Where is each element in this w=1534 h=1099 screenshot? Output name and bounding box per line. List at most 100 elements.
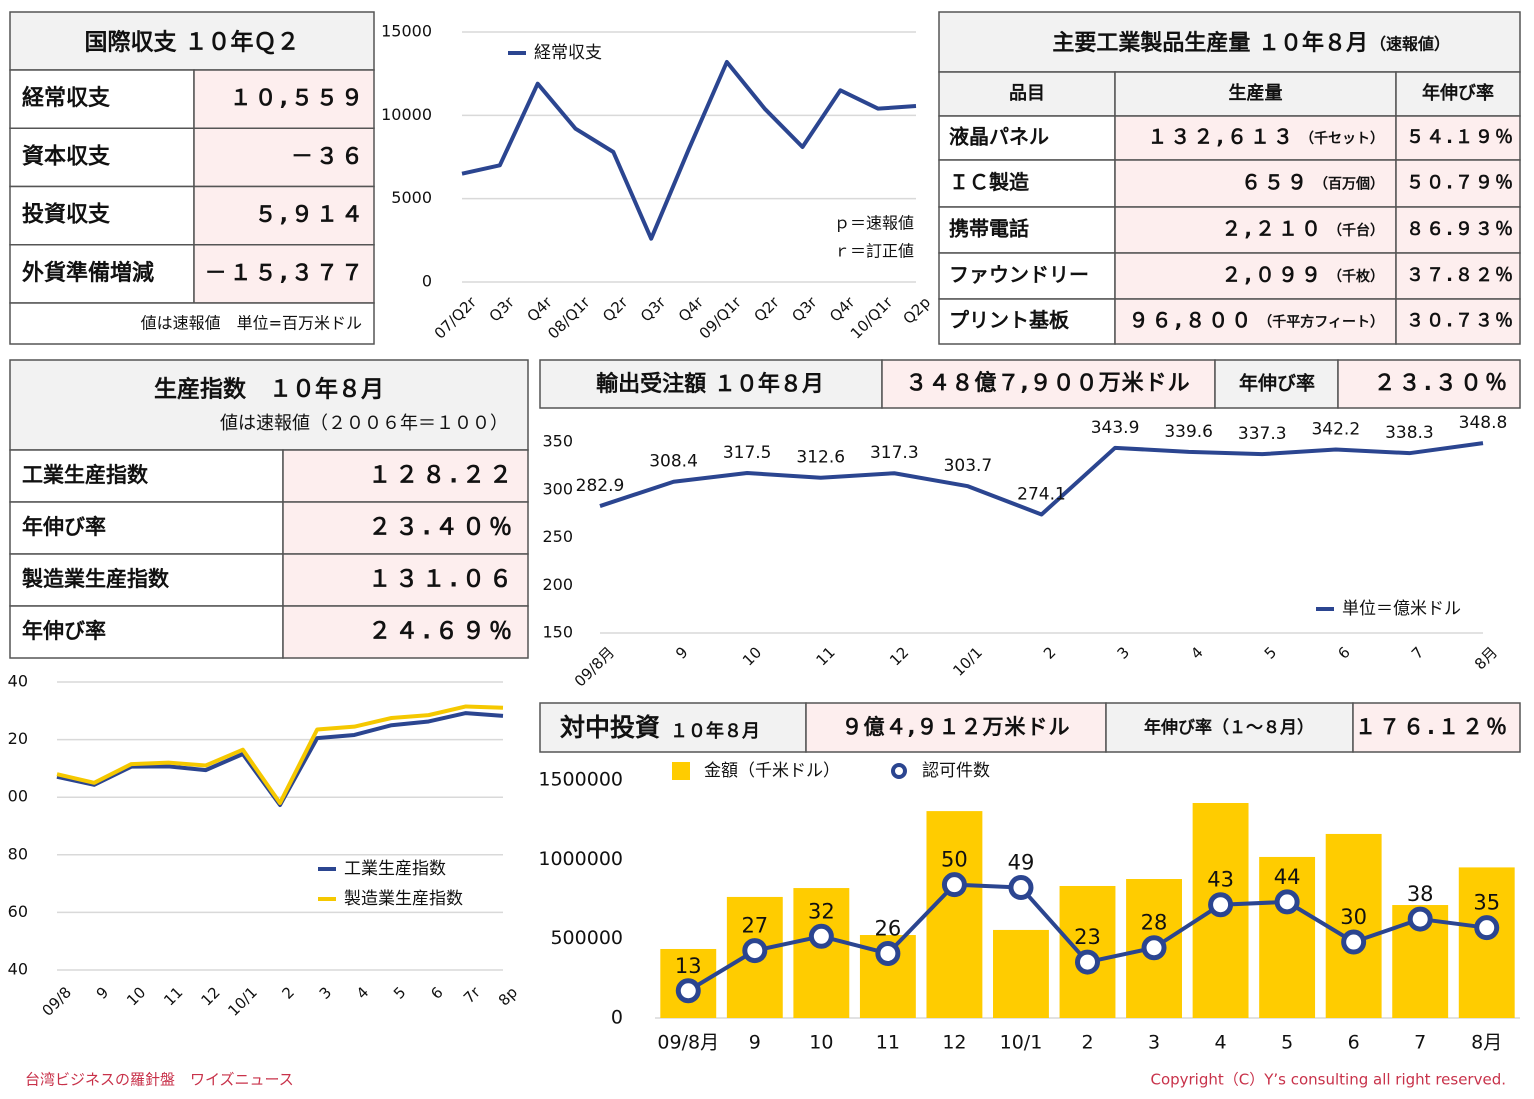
x-tick-label: 9	[749, 1032, 761, 1054]
table-cell	[1395, 252, 1521, 300]
table-cell	[539, 359, 883, 409]
table-cell	[938, 298, 1116, 345]
table-note: 値は速報値（２００６年＝１００）	[220, 413, 508, 434]
data-label: 342.2	[1311, 419, 1360, 439]
data-label: 30	[1340, 905, 1367, 929]
point-marker	[1474, 915, 1500, 941]
x-tick-label: 4	[353, 983, 372, 1002]
row-value: ２,２１０	[1221, 217, 1324, 241]
table-cell	[282, 605, 529, 659]
row-label: 製造業生産指数	[21, 567, 170, 591]
y-tick-label: 150	[542, 623, 573, 642]
table-cell	[1114, 252, 1397, 300]
x-tick-label: 11	[160, 983, 186, 1009]
x-tick-label: 7	[1414, 1032, 1426, 1054]
y-tick-label: 250	[542, 527, 573, 546]
y-tick-label: 200	[542, 575, 573, 594]
header-title: 対中投資	[560, 713, 660, 742]
x-tick-label: 11	[813, 643, 839, 669]
x-tick-label: 5	[1261, 643, 1280, 662]
table-cell	[1352, 702, 1521, 753]
data-label: 343.9	[1091, 418, 1140, 438]
table-cell	[1395, 71, 1521, 117]
point-marker	[941, 872, 967, 898]
row-value: ９６,８００	[1129, 308, 1255, 332]
x-tick-label: 8p	[495, 983, 521, 1009]
x-tick-label: 09/8月	[657, 1032, 719, 1054]
y-tick-label: 5000	[391, 188, 432, 207]
x-tick-label: Q4r	[523, 293, 556, 326]
x-tick-label: 10	[739, 643, 765, 669]
data-label: 23	[1074, 925, 1101, 949]
table-cell	[1114, 298, 1397, 345]
data-label: 38	[1407, 882, 1434, 906]
row-growth: ３７.８２％	[1406, 265, 1515, 286]
row-growth: ３０.７３％	[1406, 311, 1515, 332]
row-label: 外貨準備増減	[22, 260, 154, 286]
table-cell	[1214, 359, 1339, 409]
row-value: １２８.２２	[368, 463, 516, 489]
header-growth: ２３.３０％	[1374, 371, 1510, 396]
x-tick-label: 6	[1334, 643, 1353, 662]
data-label: 348.8	[1459, 413, 1508, 433]
row-value: １０,５５９	[230, 86, 366, 111]
row-unit: （千平方フィート）	[1258, 314, 1384, 331]
data-label: 312.6	[796, 448, 845, 468]
data-label: 43	[1207, 868, 1234, 892]
bar	[1259, 856, 1316, 1018]
legend-label: 工業生産指数	[344, 859, 446, 879]
header-label: 年伸び率	[1239, 372, 1315, 395]
header-title: 輸出受注額 １０年８月	[596, 371, 824, 397]
table-cell	[9, 605, 284, 659]
data-label: 32	[808, 899, 835, 923]
row-label: 資本収支	[22, 143, 111, 169]
row-value: ２４.６９％	[368, 619, 516, 645]
point-marker	[1075, 949, 1100, 975]
y-tick-label: 350	[542, 432, 573, 451]
x-tick-label: Q3r	[486, 293, 519, 326]
table-title: 生産指数 １０年８月	[154, 376, 384, 403]
point-marker	[1274, 889, 1300, 915]
x-tick-label: 6	[427, 983, 446, 1002]
y-tick-label: 20	[8, 729, 28, 748]
y-tick-label: 300	[542, 479, 573, 498]
point-marker	[1341, 929, 1367, 955]
y-tick-label: 1500000	[538, 769, 623, 791]
bar	[1325, 833, 1382, 1018]
row-unit: （百万個）	[1314, 176, 1384, 193]
x-tick-label: 12	[942, 1032, 966, 1054]
row-value: １３２,６１３	[1147, 125, 1296, 149]
table-cell	[539, 702, 807, 753]
data-label: 35	[1473, 891, 1500, 915]
table-cell	[938, 71, 1116, 117]
point-marker	[1008, 875, 1034, 901]
table-cell	[9, 11, 375, 71]
row-label: 年伸び率	[22, 619, 106, 643]
table-note: 値は速報値 単位=百万米ドル	[141, 314, 362, 333]
row-value: ２３.４０％	[368, 515, 516, 541]
row-unit: （千セット）	[1300, 130, 1384, 147]
x-tick-label: 7	[1408, 643, 1427, 662]
x-tick-label: 2	[1081, 1032, 1093, 1054]
x-tick-label: 08/Q1r	[544, 293, 594, 343]
row-label: 液晶パネル	[949, 125, 1049, 149]
point-marker	[1407, 906, 1433, 932]
x-tick-label: 3	[1114, 643, 1133, 662]
bar	[793, 888, 850, 1018]
point-marker	[742, 938, 768, 964]
x-tick-label: 9	[93, 983, 112, 1002]
annotation: ｒ＝訂正値	[834, 242, 914, 261]
data-label: 339.6	[1164, 422, 1213, 442]
point-marker	[808, 923, 834, 949]
table-cell	[9, 244, 195, 304]
y-tick-label: 0	[422, 272, 432, 291]
table-cell	[938, 206, 1116, 254]
header-label: 年伸び率（１～８月）	[1144, 717, 1314, 738]
bar	[1458, 867, 1515, 1018]
table-cell	[1114, 159, 1397, 208]
x-tick-label: 07/Q2r	[431, 293, 481, 343]
header-value: ３４８億７,９００万米ドル	[905, 370, 1190, 396]
data-label: 338.3	[1385, 423, 1434, 443]
x-tick-label: 10	[809, 1032, 833, 1054]
x-tick-label: 8月	[1471, 1032, 1502, 1054]
